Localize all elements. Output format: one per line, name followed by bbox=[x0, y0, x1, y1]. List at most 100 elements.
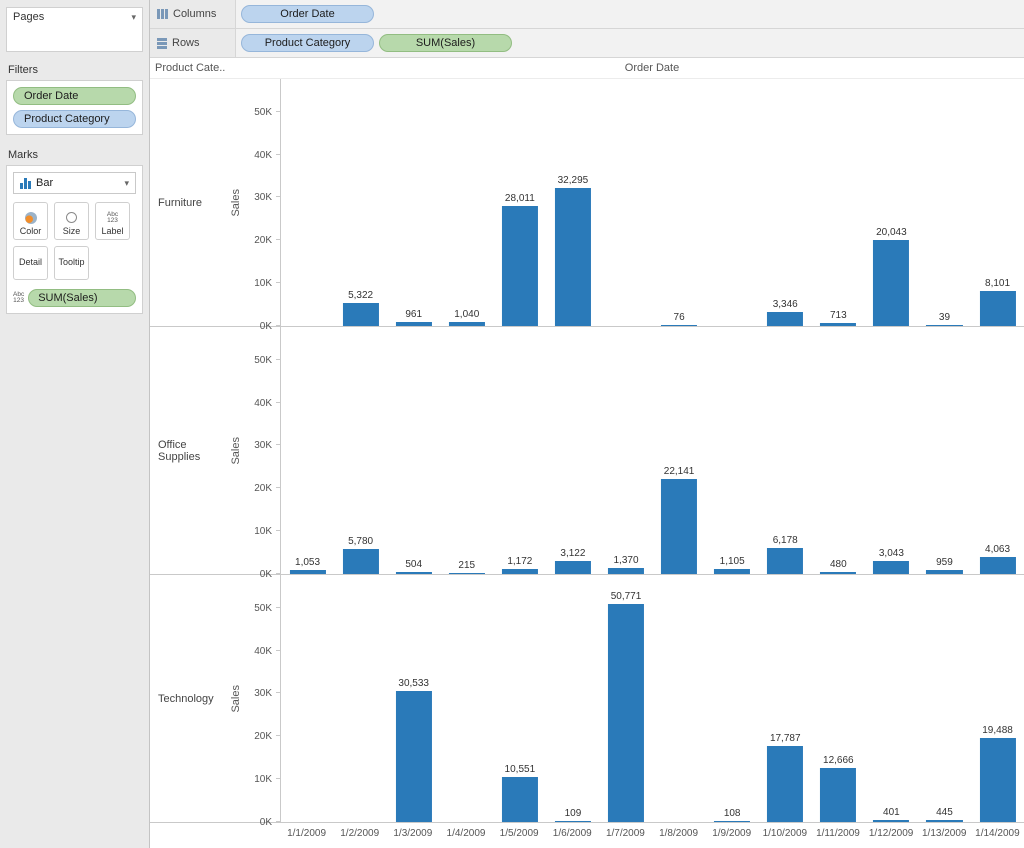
bar-office-supplies-1-6-2009[interactable] bbox=[554, 560, 591, 574]
pill-sum-sales[interactable]: SUM(Sales) bbox=[379, 34, 512, 52]
x-tick-label: 1/7/2009 bbox=[605, 828, 645, 839]
bar-furniture-1-13-2009[interactable] bbox=[926, 325, 963, 326]
pages-title: Pages bbox=[13, 11, 45, 23]
filter-pill-label: Order Date bbox=[24, 90, 79, 102]
bar-furniture-1-11-2009[interactable] bbox=[820, 322, 857, 326]
marks-title: Marks bbox=[8, 149, 38, 161]
bar-office-supplies-1-11-2009[interactable] bbox=[820, 571, 857, 574]
columns-shelf[interactable]: Columns Order Date bbox=[150, 0, 1024, 29]
y-tick-label: 30K bbox=[254, 440, 272, 452]
rows-shelf[interactable]: Rows Product Category SUM(Sales) bbox=[150, 29, 1024, 58]
bar-value-label: 504 bbox=[405, 558, 423, 570]
bar-value-label: 5,322 bbox=[348, 290, 374, 302]
x-tick-label: 1/4/2009 bbox=[446, 828, 486, 839]
bar-column: 10,551 bbox=[493, 575, 546, 822]
bar-office-supplies-1-3-2009[interactable] bbox=[395, 571, 432, 574]
bar-furniture-1-8-2009[interactable] bbox=[661, 325, 698, 326]
marks-card: Bar ▾ Color Size Abc 123 Label bbox=[6, 165, 143, 314]
pill-order-date[interactable]: Order Date bbox=[241, 5, 374, 23]
bar-column: 28,011 bbox=[493, 79, 546, 326]
bar-column: 1,053 bbox=[281, 327, 334, 574]
pages-dropdown-icon[interactable]: ▾ bbox=[131, 11, 136, 22]
abc-123-icon: Abc 123 bbox=[107, 211, 118, 224]
color-icon bbox=[24, 211, 37, 224]
label-button[interactable]: Abc 123 Label bbox=[95, 202, 130, 240]
y-tick-mark bbox=[276, 358, 280, 360]
y-tick-mark bbox=[276, 282, 280, 284]
bar-office-supplies-1-14-2009[interactable] bbox=[979, 556, 1016, 574]
bar-column: 50,771 bbox=[599, 575, 652, 822]
chart-area: Product Cate.. Order Date Furniture Sales… bbox=[150, 58, 1024, 848]
detail-button[interactable]: Detail bbox=[13, 246, 48, 280]
y-tick-mark bbox=[276, 196, 280, 198]
bar-column: 22,141 bbox=[653, 327, 706, 574]
bar-technology-1-12-2009[interactable] bbox=[873, 820, 910, 822]
tooltip-button[interactable]: Tooltip bbox=[54, 246, 89, 280]
filter-pill-product-category[interactable]: Product Category bbox=[13, 110, 136, 128]
bar-column: 39 bbox=[918, 79, 971, 326]
bar-technology-1-5-2009[interactable] bbox=[501, 776, 538, 822]
bar-furniture-1-10-2009[interactable] bbox=[767, 311, 804, 326]
bar-column: 1,105 bbox=[706, 327, 759, 574]
bar-column: 17,787 bbox=[759, 575, 812, 822]
pill-label: Order Date bbox=[280, 8, 335, 20]
abc-123-icon: Abc 123 bbox=[13, 291, 24, 304]
filter-pill-label: Product Category bbox=[24, 113, 110, 125]
bar-office-supplies-1-13-2009[interactable] bbox=[926, 569, 963, 574]
bar-furniture-1-14-2009[interactable] bbox=[979, 291, 1016, 326]
y-tick-label: 10K bbox=[254, 774, 272, 786]
row-label-technology: Technology bbox=[158, 692, 214, 705]
y-tick-mark bbox=[276, 692, 280, 694]
bar-column: 961 bbox=[387, 79, 440, 326]
bar-value-label: 5,780 bbox=[348, 536, 374, 548]
bar-technology-1-9-2009[interactable] bbox=[714, 821, 751, 822]
chart-panel-office-supplies: Office Supplies Sales 0K 10K 20K 30K 40K 50K 1,0… bbox=[150, 327, 1024, 580]
bar-furniture-1-5-2009[interactable] bbox=[501, 205, 538, 326]
bar-technology-1-14-2009[interactable] bbox=[979, 738, 1016, 822]
bar-office-supplies-1-1-2009[interactable] bbox=[289, 569, 326, 574]
bar-technology-1-13-2009[interactable] bbox=[926, 820, 963, 822]
bar-technology-1-11-2009[interactable] bbox=[820, 767, 857, 822]
pages-shelf[interactable] bbox=[7, 25, 142, 51]
bar-technology-1-7-2009[interactable] bbox=[607, 604, 645, 822]
y-tick-mark bbox=[276, 110, 280, 112]
bar-office-supplies-1-10-2009[interactable] bbox=[767, 547, 804, 574]
bar-value-label: 28,011 bbox=[504, 192, 535, 204]
bar-furniture-1-4-2009[interactable] bbox=[448, 321, 485, 326]
chart-panel-furniture: Furniture Sales 0K 10K 20K 30K 40K 50K 5,322 961 1… bbox=[150, 79, 1024, 332]
num-text: 123 bbox=[107, 216, 118, 224]
bar-column: 713 bbox=[812, 79, 865, 326]
bar-column: 20,043 bbox=[865, 79, 918, 326]
color-button[interactable]: Color bbox=[13, 202, 48, 240]
pill-product-category[interactable]: Product Category bbox=[241, 34, 374, 52]
bar-column: 5,780 bbox=[334, 327, 387, 574]
bar-office-supplies-1-8-2009[interactable] bbox=[661, 479, 698, 574]
marks-pill-sum-sales[interactable]: SUM(Sales) bbox=[28, 289, 136, 307]
columns-shelf-label: Columns bbox=[150, 0, 236, 28]
bar-value-label: 10,551 bbox=[504, 763, 536, 775]
bar-office-supplies-1-7-2009[interactable] bbox=[607, 568, 645, 574]
bar-technology-1-6-2009[interactable] bbox=[554, 821, 591, 822]
bar-furniture-1-6-2009[interactable] bbox=[554, 187, 591, 326]
bar-column: 3,043 bbox=[865, 327, 918, 574]
bar-column: 959 bbox=[918, 327, 971, 574]
chart-panels: Furniture Sales 0K 10K 20K 30K 40K 50K 5,322 961 1… bbox=[150, 79, 1024, 828]
bar-furniture-1-12-2009[interactable] bbox=[873, 240, 910, 326]
y-tick-label: 20K bbox=[254, 483, 272, 495]
bar-office-supplies-1-2-2009[interactable] bbox=[342, 549, 379, 574]
bar-office-supplies-1-4-2009[interactable] bbox=[448, 573, 485, 574]
mark-type-dropdown[interactable]: Bar ▾ bbox=[13, 172, 136, 194]
bar-technology-1-3-2009[interactable] bbox=[395, 691, 432, 822]
bar-value-label: 1,105 bbox=[719, 556, 745, 568]
bar-furniture-1-2-2009[interactable] bbox=[342, 303, 379, 326]
bar-office-supplies-1-5-2009[interactable] bbox=[501, 568, 538, 574]
size-button[interactable]: Size bbox=[54, 202, 89, 240]
columns-shelf-text: Columns bbox=[173, 8, 217, 20]
y-tick-label: 30K bbox=[254, 192, 272, 204]
bar-furniture-1-3-2009[interactable] bbox=[395, 321, 432, 326]
filter-pill-order-date[interactable]: Order Date bbox=[13, 87, 136, 105]
bar-office-supplies-1-12-2009[interactable] bbox=[873, 560, 910, 574]
y-axis-title-text: Sales bbox=[230, 188, 242, 217]
bar-office-supplies-1-9-2009[interactable] bbox=[714, 569, 751, 574]
bar-technology-1-10-2009[interactable] bbox=[767, 745, 804, 822]
